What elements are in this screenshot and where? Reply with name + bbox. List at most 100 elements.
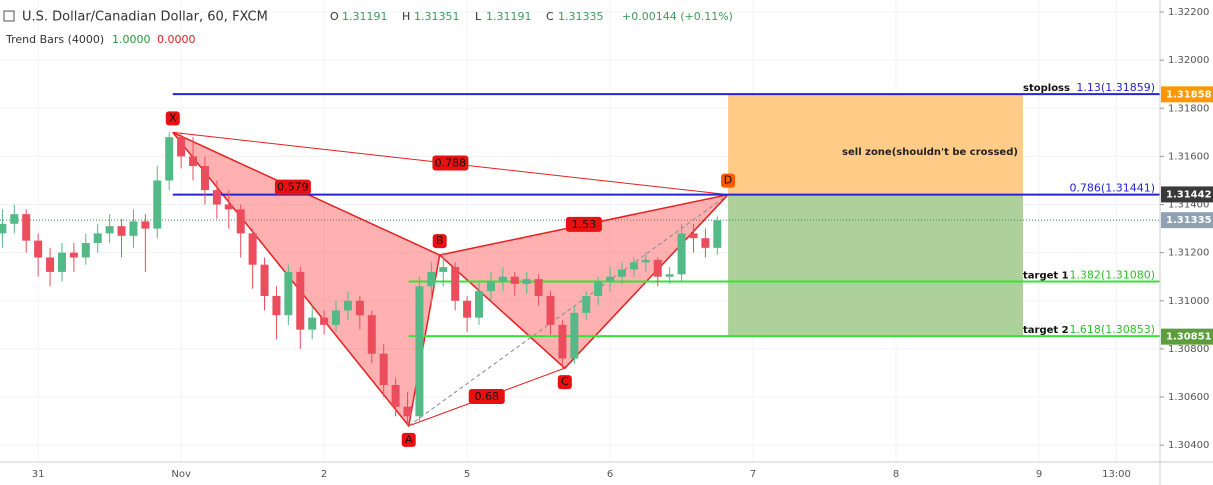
level-name: target 2	[1023, 325, 1069, 336]
x-tick-label: 9	[1036, 469, 1042, 480]
level-name: target 1	[1023, 271, 1069, 282]
price-badge-label: 1.31858	[1166, 89, 1212, 100]
candle-body	[93, 233, 102, 244]
candle-body	[343, 300, 352, 311]
price-badge	[1161, 86, 1213, 103]
indicator-value: 0.0000	[157, 33, 196, 46]
plot: stoploss 1.13(1.31859) 0.786(1.31441) targe…	[0, 0, 1160, 462]
candle-body	[248, 233, 257, 265]
point-marker	[401, 432, 416, 447]
point-label: C	[561, 375, 569, 388]
point-label: X	[169, 111, 177, 124]
price-badge-label: 1.30851	[1166, 332, 1212, 343]
price-badge	[1161, 186, 1213, 203]
candle-body	[486, 281, 495, 292]
candle-body	[379, 353, 388, 385]
y-tick-label: 1.31800	[1168, 103, 1209, 114]
ratio-label: 1.53	[572, 218, 597, 231]
candle-body	[641, 259, 650, 263]
x-tick-label: 7	[750, 469, 756, 480]
candle-body	[105, 226, 114, 234]
candle-body	[415, 286, 424, 417]
candle-body	[57, 252, 66, 272]
candle-body	[701, 238, 710, 248]
stop-zone	[728, 94, 1023, 195]
y-tick-label: 1.31200	[1168, 248, 1209, 259]
x-tick-label: 2	[321, 469, 327, 480]
candle-body	[332, 310, 341, 325]
o-label: O	[330, 10, 339, 23]
x-tick-label: 31	[32, 469, 45, 480]
level-label: 1.13(1.31859)	[1076, 81, 1155, 94]
candle-body	[69, 252, 78, 258]
level-name: stoploss	[1023, 83, 1070, 94]
candle-body	[10, 214, 19, 224]
level-label: 1.382(1.31080)	[1069, 269, 1155, 282]
ratio-label: 0.579	[277, 181, 309, 194]
h-label: H	[402, 10, 410, 23]
candle-body	[320, 317, 329, 325]
candle-body	[510, 276, 519, 284]
candle-body	[224, 204, 233, 210]
point-label: B	[436, 234, 444, 247]
candle-body	[212, 190, 221, 205]
ratio-label: 0.68	[475, 390, 500, 403]
candle-body	[165, 137, 174, 181]
indicator: Trend Bars (4000)	[5, 33, 104, 46]
candle-body	[260, 264, 269, 296]
candle-body	[713, 220, 722, 248]
price-badge	[1161, 212, 1213, 229]
y-tick-label: 1.32200	[1168, 7, 1209, 18]
c-label: C	[546, 10, 554, 23]
y-tick-label: 1.31400	[1168, 200, 1209, 211]
candle-body	[546, 295, 555, 325]
candle-body	[498, 276, 507, 282]
ad-line	[408, 194, 729, 427]
candle-body	[558, 324, 567, 359]
candle-body	[129, 221, 138, 236]
high: 1.31351	[414, 10, 460, 23]
candle-body	[665, 274, 674, 277]
y-tick-label: 1.31600	[1168, 151, 1209, 162]
l-label: L	[475, 10, 482, 23]
candle-body	[391, 385, 400, 407]
candle-body	[582, 295, 591, 313]
candle-body	[427, 271, 436, 287]
y-tick-label: 1.30400	[1168, 440, 1209, 451]
ratio-badge	[468, 389, 505, 405]
candle-body	[689, 233, 698, 239]
candle-body	[606, 276, 615, 282]
ratio-badge	[274, 179, 311, 195]
price-badge-label: 1.31442	[1166, 189, 1212, 200]
x-tick-label: 13:00	[1102, 469, 1131, 480]
candle-body	[308, 317, 317, 330]
point-marker	[721, 173, 736, 188]
candle-body	[177, 137, 186, 157]
open: 1.31191	[342, 10, 388, 23]
ratio-badge	[432, 155, 469, 171]
low: 1.31191	[486, 10, 532, 23]
point-label: D	[724, 174, 732, 187]
point-label: A	[405, 433, 413, 446]
ratio-badge	[565, 216, 602, 232]
candle-body	[22, 214, 31, 241]
candle-body	[117, 226, 126, 236]
candle-body	[200, 166, 209, 191]
point-marker	[165, 111, 180, 126]
y-tick-label: 1.30600	[1168, 392, 1209, 403]
header: U.S. Dollar/Canadian Dollar, 60, FXCM O …	[3, 10, 733, 46]
candle-body	[153, 180, 162, 229]
candle-body	[677, 233, 686, 275]
level-label: 1.618(1.30853)	[1069, 323, 1155, 336]
x-tick-label: 6	[607, 469, 613, 480]
candle-body	[570, 312, 579, 359]
candle-body	[284, 271, 293, 316]
candle-body	[189, 156, 198, 167]
change: +0.00144 (+0.11%)	[622, 10, 733, 23]
menu-icon[interactable]	[3, 10, 15, 22]
x-tick-label: 8	[893, 469, 899, 480]
candle-body	[403, 406, 412, 417]
indicator-value: 1.0000	[112, 33, 151, 46]
candle-body	[451, 267, 460, 301]
